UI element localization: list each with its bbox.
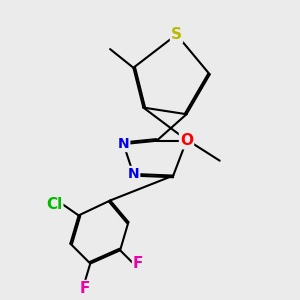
Text: F: F: [80, 281, 90, 296]
Text: Cl: Cl: [46, 196, 62, 211]
Text: O: O: [180, 133, 193, 148]
Text: F: F: [133, 256, 143, 271]
Text: S: S: [171, 27, 182, 42]
Text: N: N: [128, 167, 139, 181]
Text: N: N: [118, 137, 129, 151]
